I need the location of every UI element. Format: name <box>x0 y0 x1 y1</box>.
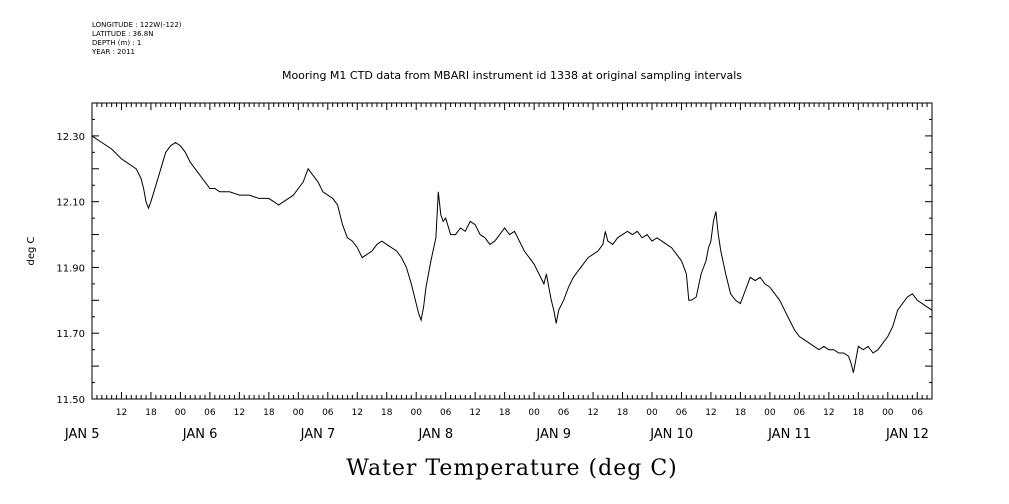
year-text: YEAR : 2011 <box>92 48 135 56</box>
x-day-label: JAN 11 <box>767 427 811 442</box>
depth-text: DEPTH (m) : 1 <box>92 39 142 47</box>
y-axis: 12.30 12.10 11.90 11.70 11.50 <box>56 102 932 406</box>
x-hour-label: 18 <box>617 408 629 418</box>
x-hour-label: 00 <box>175 408 187 418</box>
y-tick-label: 12.30 <box>56 132 85 143</box>
x-day-label: JAN 8 <box>418 427 454 442</box>
x-axis-label: Water Temperature (deg C) <box>346 456 678 481</box>
x-day-label: JAN 10 <box>649 427 693 442</box>
x-day-label: JAN 7 <box>300 427 336 442</box>
x-hour-label: 00 <box>293 408 305 418</box>
x-hour-label: 12 <box>116 408 127 418</box>
longitude-text: LONGITUDE : 122W(-122) <box>92 21 182 29</box>
x-hour-label: 12 <box>823 408 834 418</box>
x-hour-label: 18 <box>381 408 393 418</box>
x-hour-label: 12 <box>234 408 245 418</box>
x-day-label: JAN 5 <box>64 427 100 442</box>
x-hour-label: 06 <box>794 408 806 418</box>
x-day-label: JAN 6 <box>182 427 218 442</box>
x-hour-label: 00 <box>764 408 776 418</box>
x-hour-label: 12 <box>705 408 716 418</box>
x-hour-label: 00 <box>410 408 422 418</box>
y-tick-label: 11.70 <box>56 329 85 340</box>
x-hour-label: 00 <box>646 408 658 418</box>
x-hour-label: 12 <box>352 408 363 418</box>
y-tick-label: 11.90 <box>56 263 85 274</box>
x-axis: 12 18 00 06 12 18 00 06 12 18 00 06 12 18 00 06 12 18 00 06… <box>64 103 933 442</box>
x-hour-label: 18 <box>145 408 157 418</box>
x-hour-label: 18 <box>263 408 275 418</box>
metadata-block: LONGITUDE : 122W(-122) LATITUDE : 36.8N … <box>92 21 182 57</box>
latitude-text: LATITUDE : 36.8N <box>92 30 154 38</box>
x-hour-label: 18 <box>853 408 865 418</box>
x-hour-label: 06 <box>676 408 688 418</box>
x-hour-label: 18 <box>499 408 511 418</box>
x-hour-label: 06 <box>322 408 334 418</box>
x-day-label: JAN 12 <box>885 427 929 442</box>
y-tick-label: 11.50 <box>56 395 85 406</box>
plot-frame <box>91 102 933 400</box>
chart-title: Mooring M1 CTD data from MBARI instrumen… <box>282 69 742 82</box>
y-tick-label: 12.10 <box>56 198 85 209</box>
x-hour-label: 06 <box>440 408 452 418</box>
x-hour-label: 06 <box>204 408 216 418</box>
y-axis-label: deg C <box>26 236 37 265</box>
x-hour-label: 00 <box>882 408 894 418</box>
x-hour-label: 00 <box>528 408 540 418</box>
x-day-label: JAN 9 <box>535 427 571 442</box>
x-hour-label: 12 <box>469 408 480 418</box>
x-hour-label: 18 <box>735 408 747 418</box>
temperature-line <box>91 135 933 373</box>
x-hour-label: 06 <box>558 408 570 418</box>
x-hour-label: 12 <box>587 408 598 418</box>
x-hour-label: 06 <box>912 408 924 418</box>
